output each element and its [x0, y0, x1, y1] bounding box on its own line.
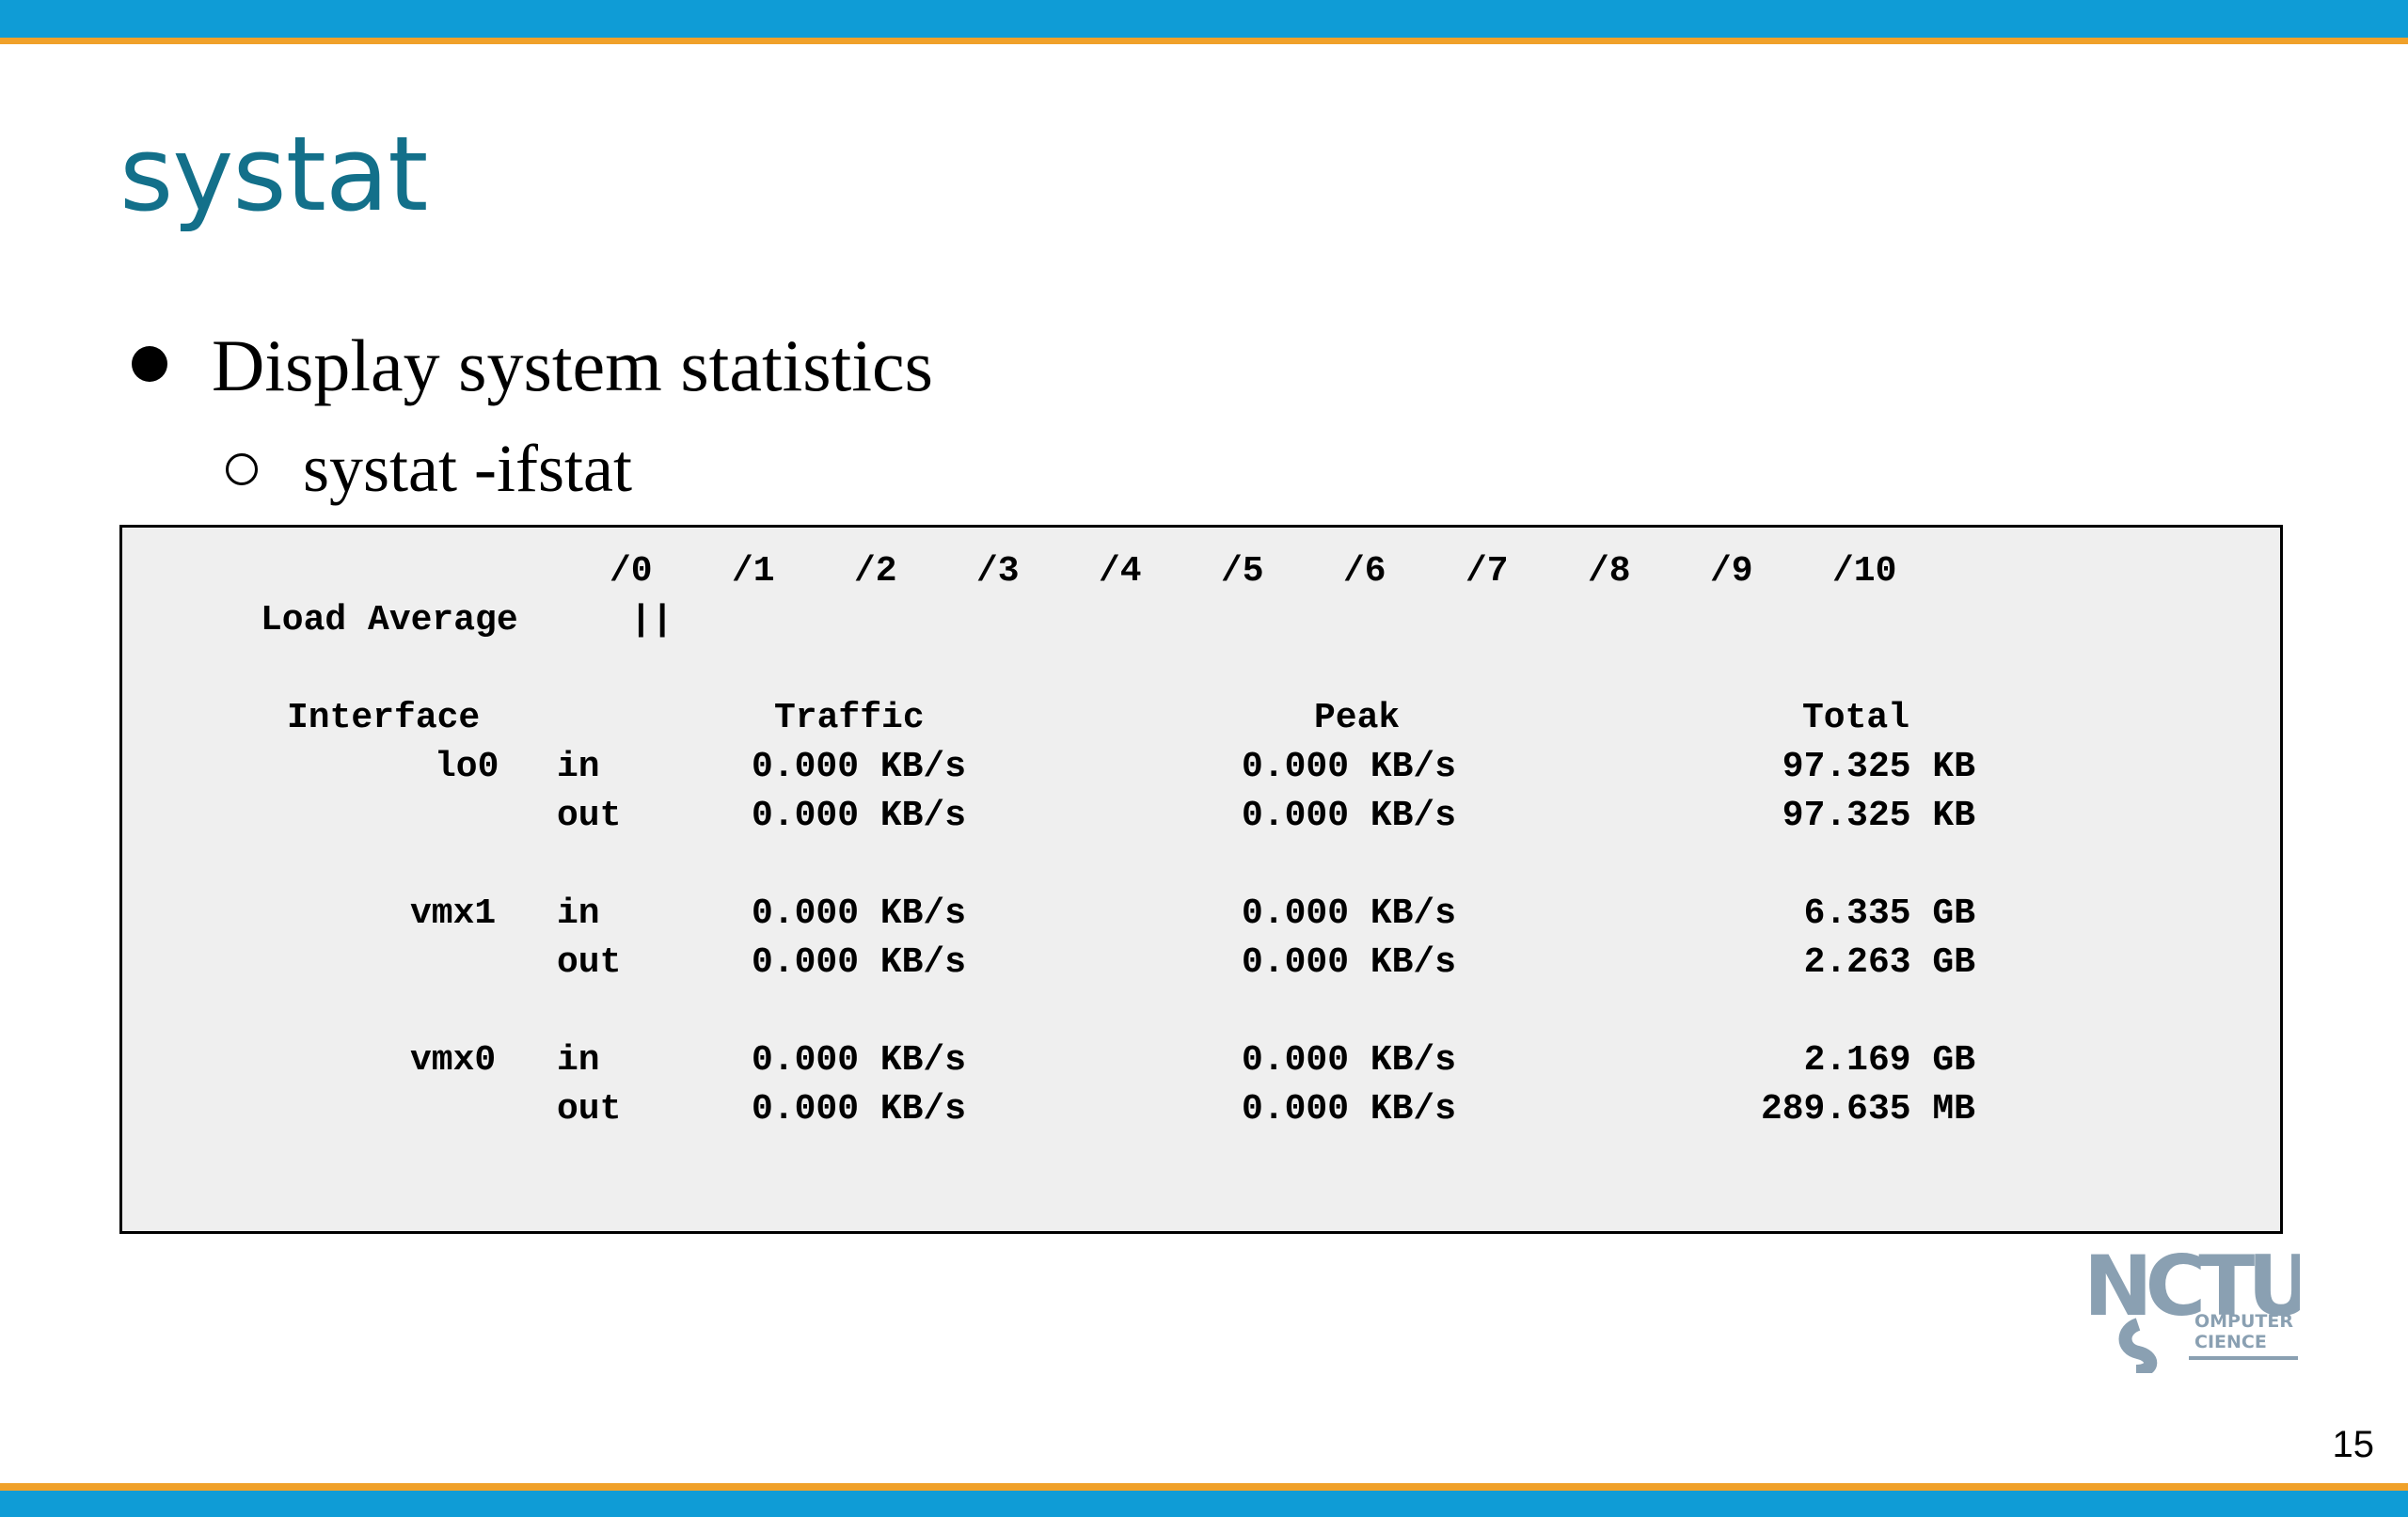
scale-tick: /7	[1465, 551, 1509, 592]
terminal-output-screenshot: /0 /1 /2 /3 /4 /5 /6 /7 /8 /9 /10 Load A…	[119, 525, 2283, 1234]
top-header-bar	[0, 0, 2408, 38]
peak-column-header: Peak	[1314, 698, 1401, 738]
scale-tick: /1	[732, 551, 775, 592]
traffic-value: 0.000 KB/s	[752, 893, 967, 934]
scale-tick: /10	[1832, 551, 1897, 592]
bottom-footer-bar	[0, 1491, 2408, 1517]
peak-value: 0.000 KB/s	[1242, 893, 1457, 934]
bullet-item-1-text: Display system statistics	[212, 324, 933, 406]
nctu-cs-logo-icon: NCTU OMPUTER CIENCE	[2083, 1238, 2315, 1378]
peak-value: 0.000 KB/s	[1242, 1089, 1457, 1130]
direction-label: out	[557, 796, 622, 836]
page-number: 15	[2332, 1424, 2375, 1465]
logo-sub-text-2: CIENCE	[2194, 1332, 2267, 1352]
scale-tick: /4	[1099, 551, 1142, 592]
direction-label: out	[557, 1089, 622, 1130]
interface-column-header: Interface	[287, 698, 481, 738]
top-accent-stripe	[0, 38, 2408, 44]
hollow-circle-bullet-icon	[226, 453, 258, 485]
direction-label: out	[557, 942, 622, 983]
total-value: 6.335 GB	[1803, 893, 1975, 934]
traffic-value: 0.000 KB/s	[752, 1089, 967, 1130]
scale-tick: /2	[854, 551, 897, 592]
interface-name: lo0	[435, 747, 499, 787]
direction-label: in	[557, 893, 600, 934]
scale-tick: /0	[610, 551, 653, 592]
logo-sub-text-1: OMPUTER	[2194, 1311, 2293, 1332]
peak-value: 0.000 KB/s	[1242, 1040, 1457, 1081]
traffic-column-header: Traffic	[774, 698, 925, 738]
scale-tick: /9	[1710, 551, 1753, 592]
load-average-label: Load Average	[261, 600, 518, 640]
peak-value: 0.000 KB/s	[1242, 942, 1457, 983]
total-value: 97.325 KB	[1782, 747, 1975, 787]
total-value: 97.325 KB	[1782, 796, 1975, 836]
total-column-header: Total	[1802, 698, 1910, 738]
bottom-accent-stripe	[0, 1483, 2408, 1491]
slide-title: systat	[119, 114, 428, 234]
peak-value: 0.000 KB/s	[1242, 747, 1457, 787]
load-average-bar: ||	[630, 600, 673, 640]
direction-label: in	[557, 747, 600, 787]
total-value: 2.169 GB	[1803, 1040, 1975, 1081]
direction-label: in	[557, 1040, 600, 1081]
interface-name: vmx0	[410, 1040, 497, 1081]
traffic-value: 0.000 KB/s	[752, 1040, 967, 1081]
sub-bullet-item-text: systat -ifstat	[303, 431, 632, 506]
bullet-dot-icon	[132, 346, 167, 382]
scale-tick: /3	[976, 551, 1020, 592]
traffic-value: 0.000 KB/s	[752, 747, 967, 787]
total-value: 289.635 MB	[1760, 1089, 1975, 1130]
traffic-value: 0.000 KB/s	[752, 942, 967, 983]
scale-tick: /6	[1343, 551, 1386, 592]
traffic-value: 0.000 KB/s	[752, 796, 967, 836]
scale-tick: /5	[1221, 551, 1264, 592]
peak-value: 0.000 KB/s	[1242, 796, 1457, 836]
scale-tick: /8	[1588, 551, 1631, 592]
interface-name: vmx1	[410, 893, 497, 934]
total-value: 2.263 GB	[1803, 942, 1975, 983]
logo-main-text: NCTU	[2083, 1240, 2300, 1335]
